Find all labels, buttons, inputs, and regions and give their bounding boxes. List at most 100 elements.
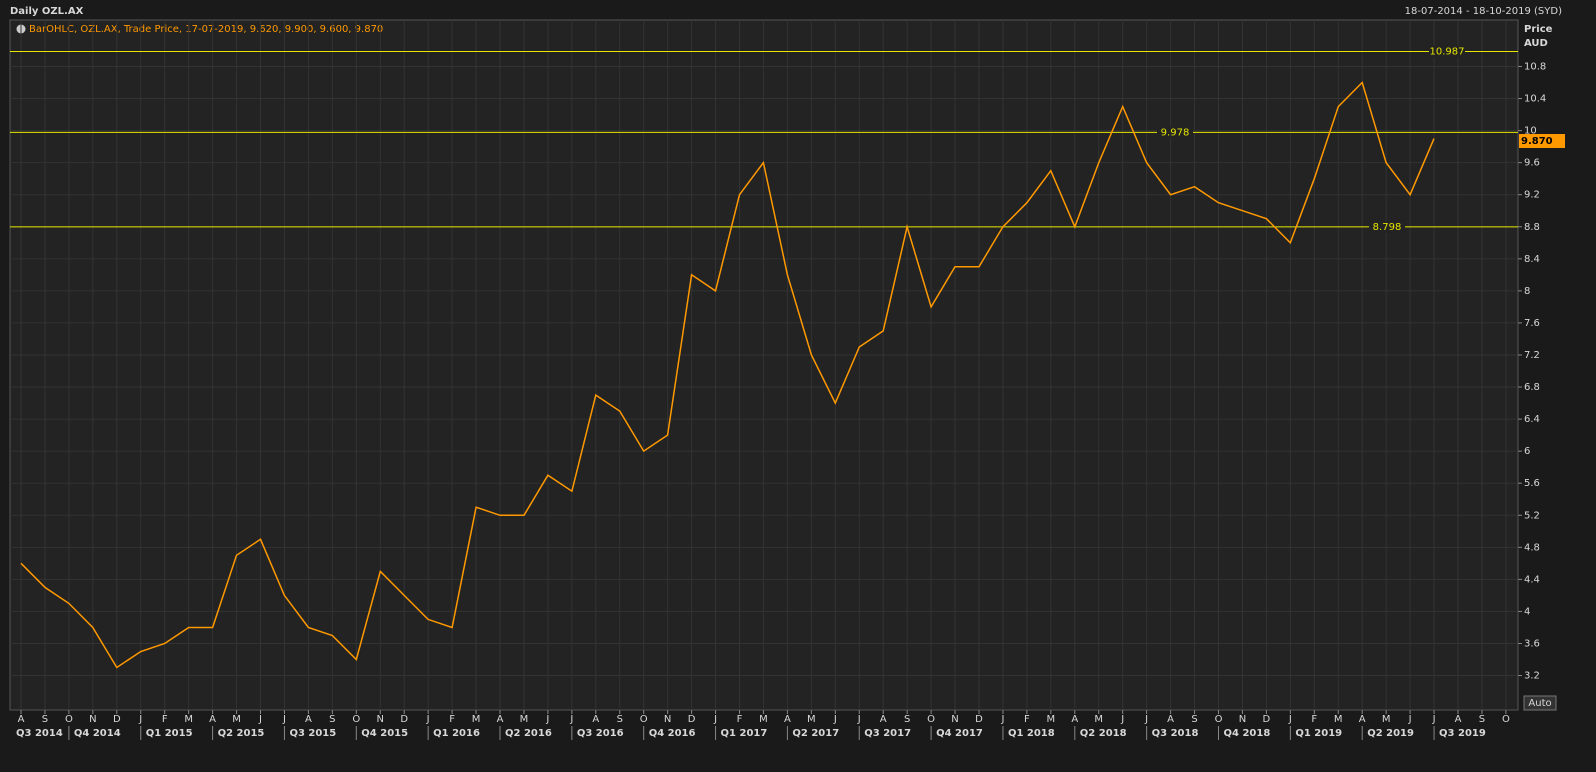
x-tick-label: S — [617, 714, 623, 725]
quarter-label: Q2 2018 — [1080, 728, 1127, 739]
x-tick-label: S — [42, 714, 48, 725]
level-label-bg — [1429, 45, 1465, 58]
y-tick-label: 10.8 — [1524, 61, 1546, 72]
y-tick-label: 10.4 — [1524, 94, 1546, 105]
x-tick-label: J — [426, 714, 430, 725]
x-tick-label: D — [688, 714, 696, 725]
x-tick-label: M — [1334, 714, 1343, 725]
x-tick-label: N — [951, 714, 958, 725]
x-tick-label: D — [1263, 714, 1271, 725]
y-tick-label: 5.6 — [1524, 478, 1540, 489]
x-tick-label: J — [857, 714, 861, 725]
x-tick-label: M — [759, 714, 768, 725]
x-tick-label: A — [784, 714, 791, 725]
quarter-label: Q2 2016 — [505, 728, 552, 739]
quarter-label: Q3 2014 — [16, 728, 63, 739]
x-tick-label: M — [1382, 714, 1391, 725]
x-tick-label: O — [927, 714, 935, 725]
x-tick-label: M — [520, 714, 529, 725]
x-tick-label: A — [1359, 714, 1366, 725]
y-tick-label: 6 — [1524, 446, 1530, 457]
x-tick-label: N — [89, 714, 96, 725]
x-tick-label: J — [833, 714, 837, 725]
x-tick-label: M — [472, 714, 481, 725]
x-tick-label: A — [18, 714, 25, 725]
quarter-label: Q2 2015 — [218, 728, 265, 739]
x-tick-label: O — [65, 714, 73, 725]
x-tick-label: D — [400, 714, 408, 725]
x-tick-label: D — [113, 714, 121, 725]
x-tick-label: A — [880, 714, 887, 725]
x-tick-label: M — [807, 714, 816, 725]
x-tick-label: A — [592, 714, 599, 725]
x-tick-label: M — [184, 714, 193, 725]
x-tick-label: N — [664, 714, 671, 725]
quarter-label: Q4 2016 — [649, 728, 696, 739]
quarter-label: Q1 2015 — [146, 728, 193, 739]
price-line — [20, 81, 1435, 669]
last-price-label: 9.870 — [1521, 136, 1553, 147]
y-tick-label: 9.6 — [1524, 158, 1540, 169]
y-tick-label: 7.6 — [1524, 318, 1540, 329]
x-tick-label: J — [569, 714, 573, 725]
quarter-label: Q2 2017 — [792, 728, 839, 739]
y-axis-unit: AUD — [1524, 38, 1548, 49]
x-tick-label: M — [1094, 714, 1103, 725]
x-tick-label: F — [162, 714, 168, 725]
x-tick-label: J — [1144, 714, 1148, 725]
y-tick-label: 3.2 — [1524, 671, 1540, 682]
quarter-label: Q4 2018 — [1224, 728, 1271, 739]
x-tick-label: F — [1311, 714, 1317, 725]
level-label: 8.798 — [1373, 222, 1402, 233]
quarter-label: Q3 2016 — [577, 728, 624, 739]
chart-title: Daily OZL.AX — [10, 6, 84, 17]
quarter-label: Q1 2019 — [1295, 728, 1342, 739]
y-tick-label: 9.2 — [1524, 190, 1540, 201]
x-tick-label: D — [975, 714, 983, 725]
y-tick-label: 8 — [1524, 286, 1530, 297]
x-tick-label: J — [1288, 714, 1292, 725]
x-tick-label: J — [138, 714, 142, 725]
last-price-tag — [1519, 134, 1565, 149]
quarter-label: Q1 2017 — [721, 728, 768, 739]
quarter-label: Q1 2018 — [1008, 728, 1055, 739]
quarter-label: Q2 2019 — [1367, 728, 1414, 739]
quarter-label: Q3 2015 — [289, 728, 336, 739]
y-tick-label: 10 — [1524, 126, 1537, 137]
y-tick-label: 6.4 — [1524, 414, 1540, 425]
legend-text: BarOHLC, OZL.AX, Trade Price, 17-07-2019… — [29, 24, 383, 35]
y-tick-label: 4 — [1524, 606, 1530, 617]
x-tick-label: A — [1071, 714, 1078, 725]
x-tick-label: O — [1215, 714, 1223, 725]
x-tick-label: O — [352, 714, 360, 725]
quarter-label: Q4 2015 — [361, 728, 408, 739]
x-tick-label: A — [497, 714, 504, 725]
date-range: 18-07-2014 - 18-10-2019 (SYD) — [1405, 6, 1562, 17]
quarter-label: Q4 2017 — [936, 728, 983, 739]
x-tick-label: J — [545, 714, 549, 725]
auto-button-label[interactable]: Auto — [1528, 698, 1551, 709]
y-axis-label: Price — [1524, 24, 1553, 35]
x-tick-label: J — [258, 714, 262, 725]
quarter-label: Q1 2016 — [433, 728, 480, 739]
x-tick-label: O — [1502, 714, 1510, 725]
x-tick-label: J — [1408, 714, 1412, 725]
y-tick-label: 7.2 — [1524, 350, 1540, 361]
x-tick-label: A — [1455, 714, 1462, 725]
x-tick-label: S — [1191, 714, 1197, 725]
x-tick-label: J — [1432, 714, 1436, 725]
x-tick-label: S — [904, 714, 910, 725]
auto-button[interactable] — [1523, 695, 1557, 711]
x-tick-label: J — [1000, 714, 1004, 725]
quarter-label: Q3 2018 — [1152, 728, 1199, 739]
y-tick-label: 8.8 — [1524, 222, 1540, 233]
x-tick-label: M — [232, 714, 241, 725]
level-label-bg — [1369, 220, 1405, 233]
quarter-label: Q4 2014 — [74, 728, 121, 739]
x-tick-label: S — [329, 714, 335, 725]
y-tick-label: 8.4 — [1524, 254, 1540, 265]
y-tick-label: 4.4 — [1524, 574, 1540, 585]
x-tick-label: A — [209, 714, 216, 725]
x-tick-label: M — [1047, 714, 1056, 725]
